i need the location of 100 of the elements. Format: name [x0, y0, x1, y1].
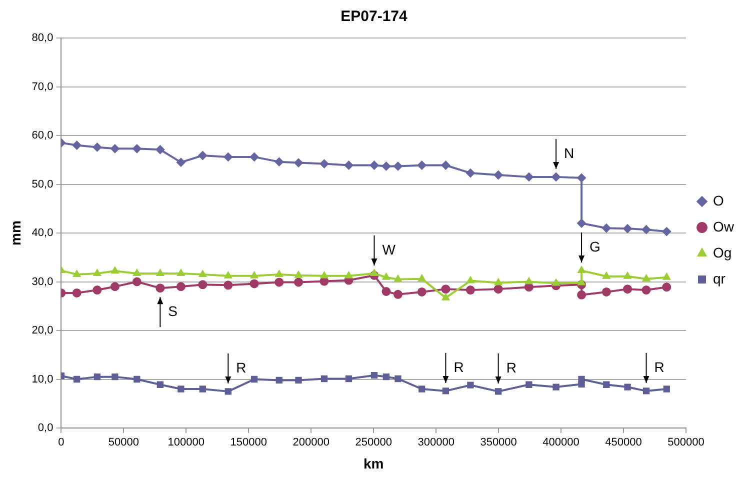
point [176, 158, 186, 167]
point [624, 384, 631, 390]
point [198, 150, 208, 160]
point [441, 160, 450, 170]
y-tick-label: 10,0 [32, 373, 54, 386]
x-tick-label: 300000 [418, 436, 454, 449]
point [156, 145, 165, 154]
point [382, 272, 390, 280]
point [393, 162, 402, 171]
point [441, 284, 450, 294]
point [642, 274, 650, 282]
point [418, 386, 426, 392]
x-tick-label: 200000 [292, 436, 330, 449]
point [552, 172, 561, 182]
annotation: R [236, 359, 246, 376]
point [294, 278, 304, 287]
y-axis-title: mm [7, 220, 24, 246]
point [662, 227, 672, 236]
point [198, 270, 207, 277]
point [603, 381, 610, 388]
y-tick-label: 40,0 [32, 227, 54, 240]
point [320, 375, 328, 382]
point [176, 268, 185, 276]
point [134, 376, 140, 383]
point [624, 272, 632, 279]
point [578, 376, 585, 383]
point [466, 286, 475, 295]
point [178, 386, 184, 392]
legend-label: Og [713, 244, 732, 260]
point [294, 158, 304, 168]
point [92, 286, 102, 295]
point [224, 152, 233, 162]
point [642, 225, 651, 234]
point [382, 287, 391, 296]
point [382, 373, 390, 380]
point [494, 388, 502, 395]
point [112, 373, 118, 380]
point [72, 288, 82, 298]
point [132, 277, 142, 286]
y-tick-label: 70,0 [32, 80, 54, 93]
point [494, 284, 503, 294]
annotation: W [382, 241, 396, 258]
point [94, 373, 101, 380]
x-axis-title: km [363, 455, 384, 472]
point [72, 140, 82, 150]
y-tick-label: 50,0 [32, 178, 54, 190]
point [110, 266, 119, 274]
point [466, 168, 475, 178]
point [467, 382, 474, 388]
x-tick-label: 400000 [542, 436, 580, 449]
point [394, 375, 402, 382]
annotation: R [506, 359, 516, 376]
x-tick-label: 50000 [108, 436, 139, 449]
point [250, 271, 258, 278]
point [663, 386, 670, 392]
x-tick-label: 100000 [168, 436, 205, 449]
point [662, 282, 672, 292]
point [577, 290, 586, 300]
x-tick-label: 150000 [230, 436, 268, 449]
point [344, 160, 354, 170]
point [662, 272, 671, 280]
x-tick-label: 250000 [355, 436, 392, 449]
point [274, 278, 284, 287]
point [442, 293, 450, 300]
point [623, 284, 632, 294]
x-tick-label: 350000 [480, 436, 517, 449]
point [224, 388, 232, 395]
point [295, 376, 302, 384]
point [417, 287, 426, 296]
point [466, 276, 474, 284]
point [370, 160, 379, 170]
point [250, 279, 259, 288]
point [276, 376, 282, 384]
point [156, 284, 165, 293]
point [578, 266, 586, 274]
x-tick-label: 450000 [605, 436, 642, 449]
point [274, 157, 284, 166]
annotation: S [168, 302, 178, 319]
y-tick-label: 30,0 [32, 276, 54, 288]
annotation: R [454, 358, 464, 375]
point [132, 268, 141, 276]
point [524, 172, 534, 182]
point [156, 381, 164, 388]
point [199, 386, 206, 392]
point [526, 381, 532, 388]
point [642, 388, 650, 394]
point [345, 375, 352, 382]
point [494, 170, 503, 180]
point [370, 268, 378, 276]
annotation: R [654, 358, 664, 375]
point [552, 278, 560, 286]
point [577, 173, 586, 182]
point [602, 287, 611, 296]
chart-title: EP07-174 [340, 8, 408, 26]
point [623, 224, 632, 234]
point [578, 278, 586, 286]
x-tick-label: 500000 [668, 436, 704, 449]
point [250, 376, 258, 383]
legend-label: O [713, 192, 724, 208]
y-tick-label: 60,0 [32, 130, 54, 142]
